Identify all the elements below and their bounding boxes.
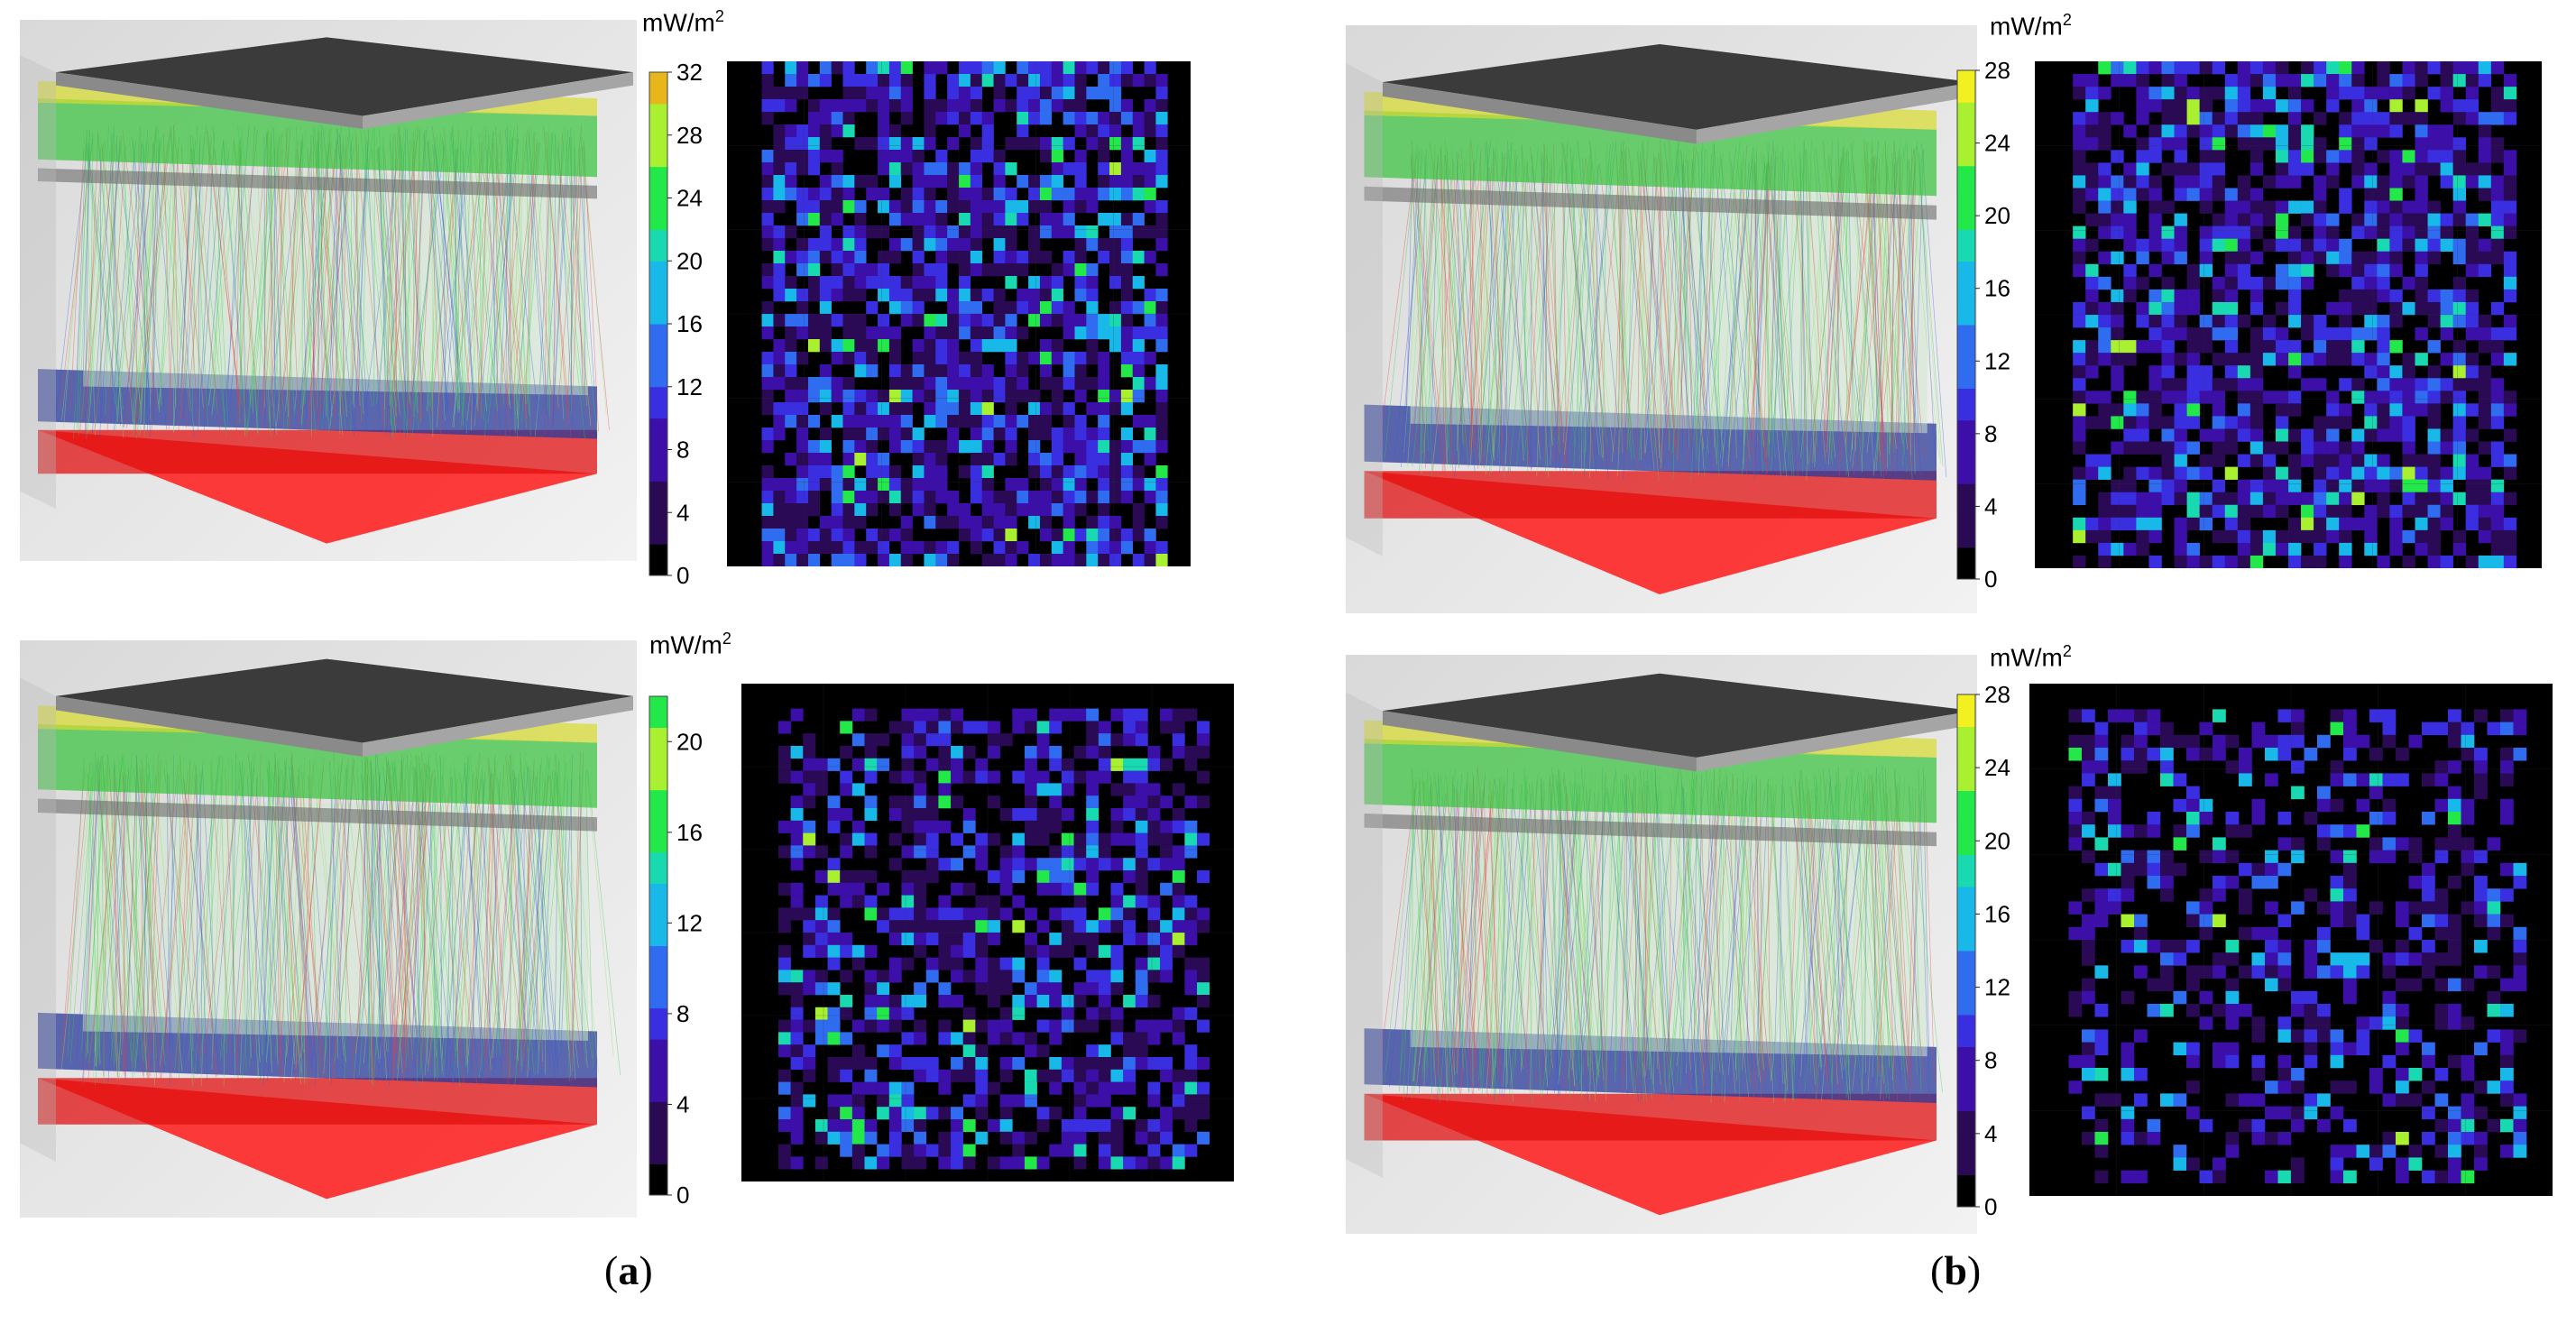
colorbar-tick-label: 24 [1984, 754, 2010, 781]
unit-label-b-bottom: mW/m2 [1990, 642, 2072, 672]
light-trace-render-b-bottom [1346, 655, 1977, 1234]
colorbar-tick-label: 16 [1984, 900, 2010, 927]
colorbar-tick-label: 20 [1984, 202, 2010, 229]
colorbar-tick-label: 4 [1984, 1120, 1997, 1147]
irradiance-map-b-bottom [2029, 684, 2553, 1196]
colorbar-tick-label: 28 [1984, 57, 2010, 84]
colorbar-a-top: 0 4 8 12 16 20 24 28 32 [649, 59, 713, 589]
colorbar-tick-label: 8 [676, 437, 689, 464]
unit-label-b-top: mW/m2 [1990, 11, 2072, 41]
colorbar-tick-label: 0 [676, 562, 689, 589]
colorbar-tick-label: 20 [676, 728, 703, 755]
colorbar-b-top: 0 4 8 12 16 20 24 28 [1956, 57, 2020, 593]
colorbar-a-bottom: 0 4 8 12 16 20 [649, 687, 713, 1209]
colorbar-b-bottom: 0 4 8 12 16 20 24 28 [1956, 681, 2020, 1220]
colorbar-tick-label: 8 [1984, 1047, 1997, 1074]
colorbar-tick-label: 4 [676, 1090, 689, 1117]
colorbar-tick-label: 32 [676, 59, 703, 86]
colorbar-tick-label: 28 [676, 122, 703, 149]
irradiance-map-a-bottom [741, 684, 1234, 1181]
light-trace-render-a-bottom [20, 640, 637, 1218]
caption-a: (a) [604, 1247, 653, 1293]
irradiance-map-b-top [2035, 61, 2542, 568]
colorbar-tick-label: 4 [676, 499, 689, 526]
colorbar-tick-label: 4 [1984, 492, 1997, 519]
colorbar-tick-label: 16 [676, 310, 703, 337]
colorbar-tick-label: 16 [1984, 275, 2010, 302]
colorbar-tick-label: 8 [1984, 420, 1997, 447]
colorbar-tick-label: 12 [1984, 974, 2010, 1001]
colorbar-tick-label: 12 [1984, 347, 2010, 374]
caption-b: (b) [1930, 1247, 1982, 1293]
colorbar-tick-label: 20 [676, 247, 703, 274]
colorbar-tick-label: 20 [1984, 827, 2010, 854]
colorbar-tick-label: 28 [1984, 681, 2010, 708]
colorbar-tick-label: 0 [676, 1181, 689, 1209]
colorbar-tick-label: 8 [676, 1000, 689, 1027]
colorbar-tick-label: 12 [676, 909, 703, 936]
colorbar-tick-label: 24 [1984, 130, 2010, 157]
colorbar-tick-label: 0 [1984, 565, 1997, 593]
unit-label-a-top: mW/m2 [642, 7, 724, 37]
colorbar-tick-label: 0 [1984, 1193, 1997, 1220]
light-trace-render-a-top [20, 20, 637, 561]
colorbar-tick-label: 24 [676, 185, 703, 212]
irradiance-map-a-top [727, 61, 1191, 566]
colorbar-tick-label: 12 [676, 373, 703, 400]
colorbar-tick-label: 16 [676, 819, 703, 846]
light-trace-render-b-top [1346, 25, 1977, 613]
unit-label-a-bottom: mW/m2 [649, 630, 731, 659]
